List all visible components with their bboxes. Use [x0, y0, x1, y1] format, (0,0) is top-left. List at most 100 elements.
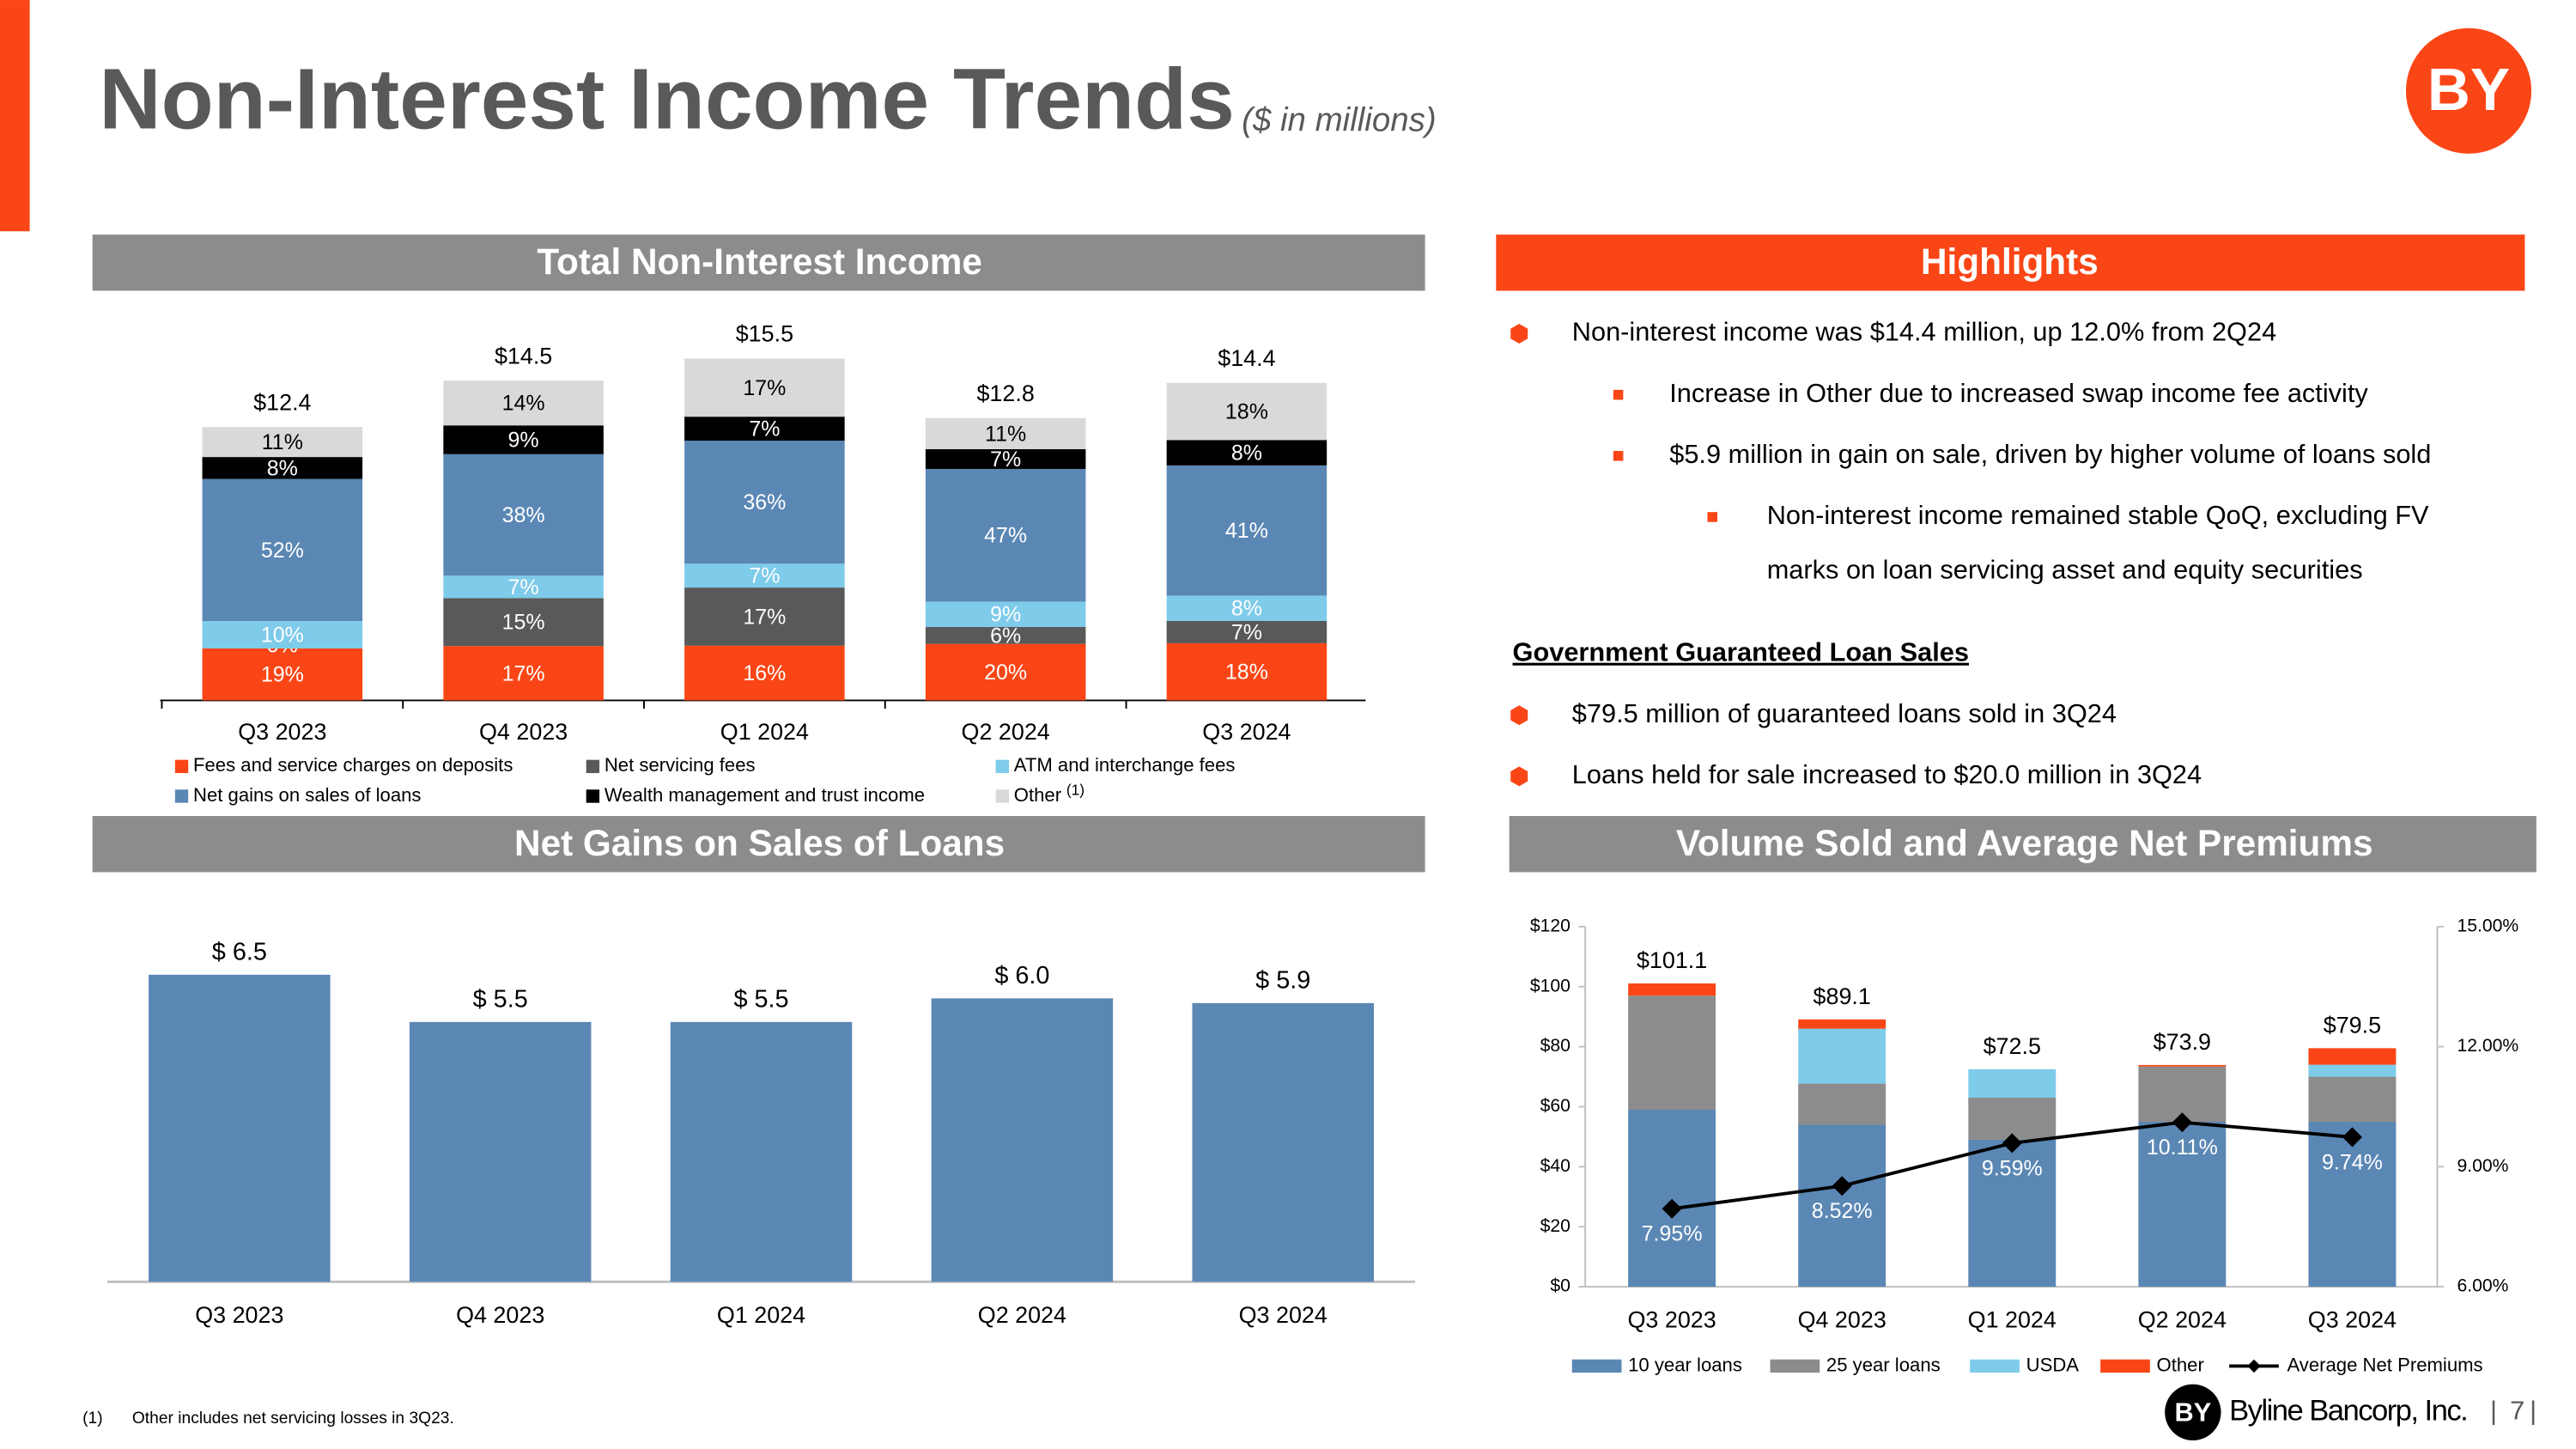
highlight-item: Non-interest income was $14.4 million, u…: [1572, 317, 2276, 347]
data-label: 7%: [508, 575, 539, 600]
x-tick-label: Q3 2024: [2308, 1307, 2397, 1333]
bar-segment: [925, 643, 1086, 701]
y2-tick-label: 15.00%: [2458, 916, 2519, 935]
legend-label: Net servicing fees: [605, 754, 756, 776]
x-tick-label: Q2 2024: [2138, 1307, 2227, 1333]
legend-note: (1): [1066, 782, 1084, 799]
y-tick-label: $20: [1540, 1216, 1571, 1236]
bar-segment: [443, 575, 604, 599]
data-label: 11%: [262, 430, 303, 454]
bar-segment: [1166, 642, 1327, 701]
legend-swatch: [1770, 1359, 1820, 1373]
x-tick-label: Q2 2024: [978, 1302, 1066, 1328]
bar-segment: [202, 478, 363, 622]
data-label: $ 6.0: [994, 962, 1049, 989]
x-tick-label: Q1 2024: [720, 719, 809, 745]
data-label: 52%: [261, 539, 304, 563]
highlight-item: marks on loan servicing asset and equity…: [1767, 555, 2363, 585]
legend-swatch: [1571, 1359, 1622, 1373]
bar-segment: [2308, 1076, 2397, 1122]
data-label: 9.59%: [1982, 1156, 2043, 1180]
bar: [931, 998, 1114, 1282]
bar-segment: [684, 645, 845, 701]
data-label: 9%: [990, 603, 1021, 627]
x-tick-label: Q1 2024: [1968, 1307, 2057, 1333]
bar-segment: [684, 417, 845, 441]
legend-label: Average Net Premiums: [2287, 1354, 2482, 1375]
highlight-item: $5.9 million in gain on sale, driven by …: [1669, 439, 2431, 469]
legend-label: Other: [1014, 784, 1061, 806]
section-header: [1509, 816, 2537, 873]
y-tick-label: $0: [1550, 1276, 1571, 1296]
separator: |: [2530, 1395, 2537, 1425]
bar-segment: [2138, 1064, 2227, 1067]
y-tick-label: $80: [1540, 1036, 1571, 1056]
legend-label: Other: [2157, 1354, 2204, 1375]
data-label: 8%: [1231, 597, 1262, 621]
total-label: $72.5: [1984, 1033, 2041, 1059]
gov-item: Loans held for sale increased to $20.0 m…: [1572, 759, 2202, 789]
x-tick-label: Q4 2023: [479, 719, 568, 745]
bar-segment: [1968, 1068, 2057, 1099]
bar-segment: [925, 448, 1086, 469]
legend-label: ATM and interchange fees: [1014, 754, 1236, 776]
bullet: [1707, 512, 1717, 522]
x-tick-label: Q1 2024: [717, 1302, 805, 1328]
data-label: 20%: [984, 661, 1027, 685]
highlights: Non-interest income was $14.4 million, u…: [1510, 317, 2431, 789]
total-label: $79.5: [2324, 1012, 2381, 1038]
gov-title: Government Guaranteed Loan Sales: [1513, 637, 1969, 667]
bar-segment: [1968, 1139, 2057, 1288]
bullet: [1613, 451, 1624, 461]
legend-swatch: [174, 789, 189, 803]
bar-segment: [202, 427, 363, 458]
data-label: 7%: [990, 447, 1021, 472]
data-label: 38%: [502, 503, 545, 527]
footer-logo-text: BY: [2174, 1397, 2211, 1427]
bar-segment: [443, 425, 604, 454]
bullet: [1510, 766, 1528, 787]
total-label: $14.4: [1218, 345, 1275, 371]
data-label: 7%: [749, 564, 780, 588]
data-label: 15%: [502, 611, 545, 635]
legend-label: Wealth management and trust income: [605, 784, 925, 806]
total-label: $14.5: [495, 343, 552, 368]
y-tick-label: $40: [1540, 1156, 1571, 1176]
bar-segment: [684, 440, 845, 564]
x-tick-label: Q4 2023: [1798, 1307, 1886, 1333]
total-label: $101.1: [1637, 947, 1707, 973]
bar-segment: [2138, 1121, 2227, 1288]
bar-segment: [1968, 1098, 2057, 1140]
bar-segment: [1798, 1083, 1886, 1125]
x-tick-label: Q3 2023: [195, 1302, 283, 1328]
footnote-marker: (1): [82, 1409, 103, 1428]
bar-segment: [1166, 440, 1327, 466]
legend-swatch: [586, 789, 600, 803]
bar-segment: [684, 588, 845, 646]
bar-segment: [202, 457, 363, 479]
data-label: 17%: [743, 376, 786, 400]
bar-segment: [443, 381, 604, 426]
data-label: 7%: [749, 417, 780, 441]
bar-segment: [1628, 995, 1716, 1110]
bar-segment: [443, 598, 604, 647]
y2-tick-label: 6.00%: [2458, 1276, 2509, 1296]
total-label: $73.9: [2154, 1029, 2211, 1055]
legend-label: Net gains on sales of loans: [193, 784, 421, 806]
bar-segment: [1166, 621, 1327, 643]
x-tick-label: Q3 2023: [1627, 1307, 1716, 1333]
bar-segment: [1166, 595, 1327, 621]
legend-swatch: [995, 759, 1009, 774]
footer-logo: [2165, 1384, 2221, 1440]
data-label: 41%: [1225, 519, 1268, 543]
y2-tick-label: 12.00%: [2458, 1036, 2519, 1056]
bar-segment: [684, 563, 845, 588]
bar-segment: [925, 417, 1086, 449]
y-tick-label: $60: [1540, 1096, 1571, 1116]
bar: [409, 1021, 592, 1282]
total-label: $89.1: [1814, 983, 1871, 1009]
data-label: $ 5.5: [733, 985, 788, 1013]
section-header: [92, 234, 1425, 291]
highlight-item: Increase in Other due to increased swap …: [1669, 378, 2368, 408]
total-label: $15.5: [736, 321, 793, 347]
